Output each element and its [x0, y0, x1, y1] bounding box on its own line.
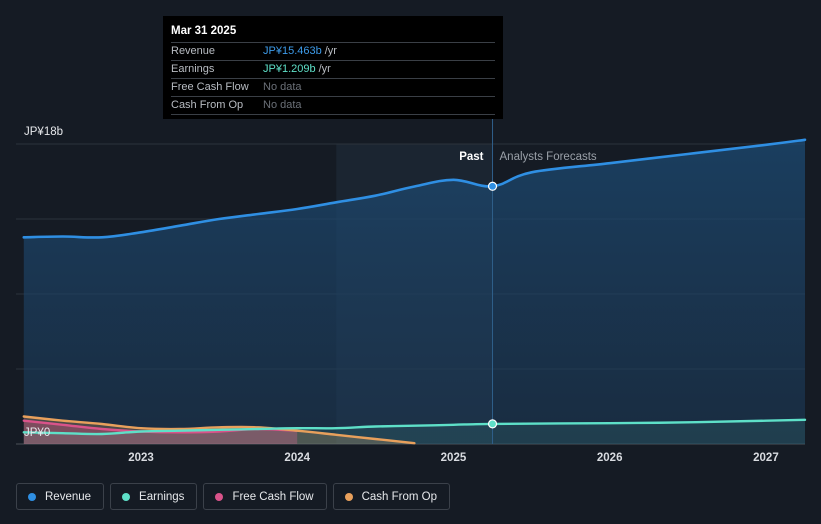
tooltip-row: Cash From Op No data	[171, 96, 495, 115]
tooltip-rows: Revenue JP¥15.463b/yr Earnings JP¥1.209b/yr…	[171, 42, 495, 115]
legend-item-revenue[interactable]: Revenue	[16, 483, 105, 510]
tooltip-row-label: Revenue	[171, 45, 216, 57]
legend-label: Free Cash Flow	[232, 490, 314, 503]
tooltip-row-label: Earnings	[171, 63, 215, 75]
series-areas	[23, 139, 806, 445]
tooltip-row-label: Free Cash Flow	[171, 81, 249, 93]
x-tick-label: 2024	[284, 452, 310, 464]
tooltip-row-value: JP¥15.463b	[263, 45, 322, 57]
legend-label: Cash From Op	[361, 490, 438, 503]
series-line-earnings	[22, 418, 807, 436]
tooltip-row: Earnings JP¥1.209b/yr	[171, 60, 495, 78]
series-line-cash-from-op	[22, 415, 416, 445]
legend-dot-icon	[28, 492, 36, 501]
legend-dot-icon	[122, 492, 131, 501]
series-line-revenue	[22, 138, 807, 239]
y-axis-labels: JP¥18b JP¥0	[24, 126, 63, 439]
legend-label: Revenue	[45, 490, 92, 503]
legend-item-earnings[interactable]: Earnings	[110, 483, 198, 510]
y-axis-max-label: JP¥18b	[24, 126, 63, 138]
x-axis-labels: 2023 2024 2025 2026 2027	[128, 452, 779, 464]
tooltip-row-unit: /yr	[324, 45, 337, 57]
marker-revenue	[487, 181, 498, 191]
legend-item-free-cash-flow[interactable]: Free Cash Flow	[203, 483, 327, 510]
analysts-forecasts-label: Analysts Forecasts	[500, 151, 597, 163]
y-axis-zero-label: JP¥0	[24, 427, 50, 439]
legend-dot-icon	[344, 492, 353, 501]
tooltip-row-label: Cash From Op	[171, 99, 244, 111]
x-tick-label: 2026	[597, 452, 623, 464]
past-label: Past	[459, 151, 483, 163]
x-tick-label: 2025	[441, 452, 467, 464]
tooltip-row-value: No data	[263, 81, 302, 93]
marker-earnings	[487, 419, 498, 429]
tooltip-panel: Mar 31 2025 Revenue JP¥15.463b/yr Earnings…	[163, 16, 503, 119]
tooltip-row: Revenue JP¥15.463b/yr	[171, 42, 495, 60]
legend-dot-icon	[215, 492, 224, 501]
series-area-revenue	[23, 139, 806, 445]
tooltip-date: Mar 31 2025	[171, 25, 237, 37]
series-area-earnings	[23, 419, 806, 444]
tooltip-row: Free Cash Flow No data	[171, 78, 495, 96]
tooltip-row-unit: /yr	[318, 63, 331, 75]
tooltip-row-value: JP¥1.209b	[263, 63, 316, 75]
x-tick-label: 2023	[128, 452, 154, 464]
series-lines	[22, 138, 807, 445]
tooltip-markers	[487, 181, 498, 429]
chart-legend: Revenue Earnings Free Cash Flow Cash From O…	[16, 483, 451, 510]
x-tick-label: 2027	[753, 452, 779, 464]
legend-item-cash-from-op[interactable]: Cash From Op	[332, 483, 451, 510]
tooltip-row-value: No data	[263, 99, 302, 111]
legend-label: Earnings	[139, 490, 185, 503]
